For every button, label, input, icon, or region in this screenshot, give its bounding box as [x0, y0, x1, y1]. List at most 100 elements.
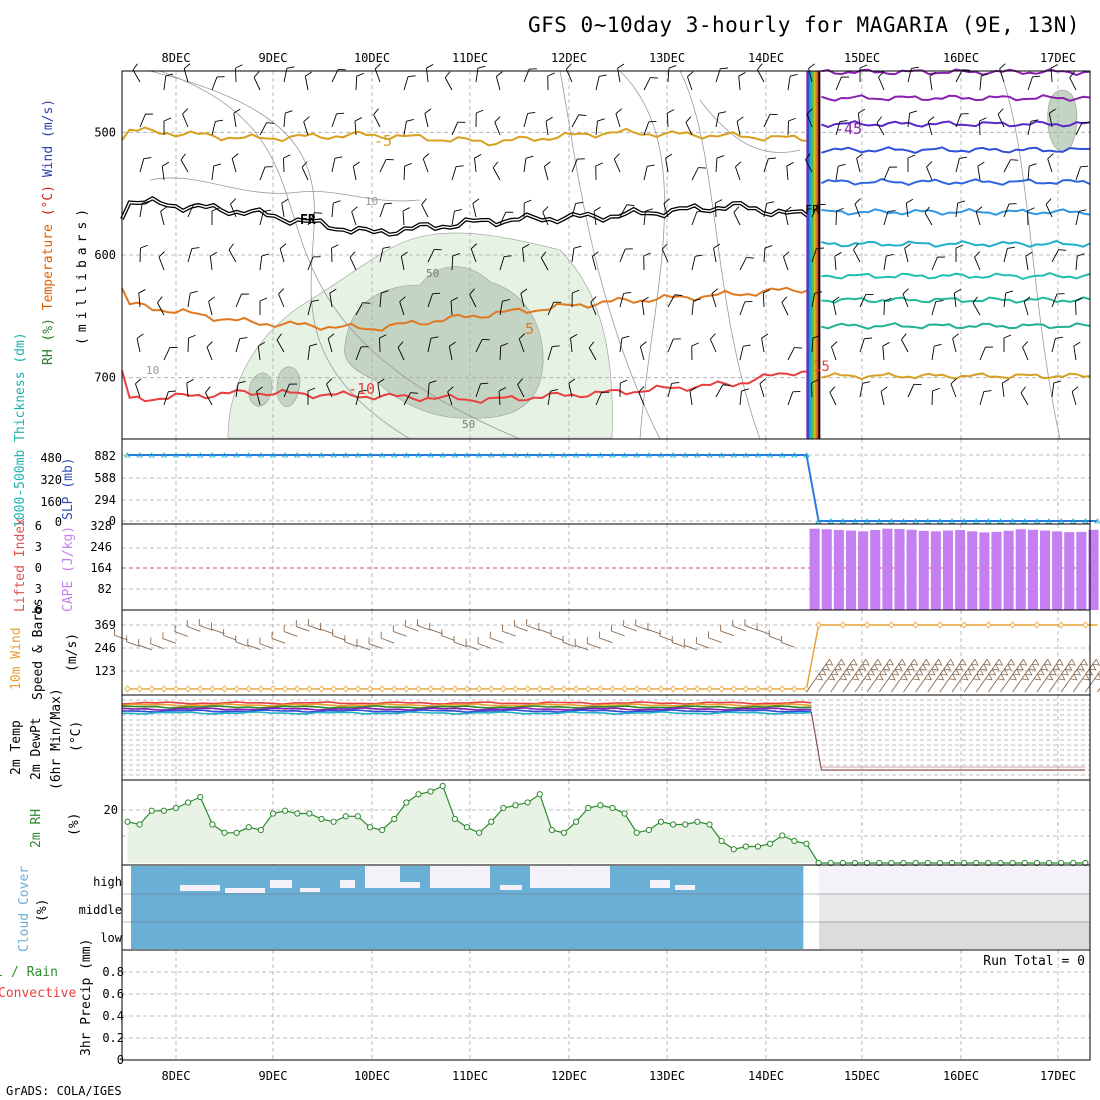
barb-pennant: [959, 659, 967, 666]
rh2m-point: [924, 859, 931, 867]
barb-flag: [882, 342, 890, 347]
barb-flag: [193, 203, 202, 205]
barb-shaft: [400, 256, 405, 271]
barb-shaft: [883, 256, 887, 271]
panel-rh2m: 20 2m RH (%): [29, 780, 1090, 867]
wind-barb: [259, 122, 275, 136]
wind-speed-marker: [488, 685, 495, 693]
barb-flag: [814, 291, 823, 294]
barb-pennant: [862, 659, 870, 666]
thickness-marker: [876, 518, 883, 524]
li-ytick: 6: [35, 519, 42, 533]
barb-flag: [538, 622, 540, 630]
barb-shaft: [421, 204, 429, 218]
barb-shaft: [174, 631, 189, 637]
barb-pennant: [850, 659, 858, 666]
wind-barb: [331, 68, 346, 83]
barb-shaft: [761, 338, 765, 353]
wind-barb: [303, 116, 310, 136]
barb-shaft: [182, 113, 189, 128]
wind-barb: [400, 251, 408, 271]
post-break-contour: [821, 120, 1091, 129]
barb-flag: [190, 290, 198, 294]
barb-flag: [351, 206, 358, 213]
barb-pennant: [864, 673, 872, 681]
barb-pennant: [940, 668, 948, 676]
barb-shaft: [498, 391, 501, 406]
barb-pennant: [827, 673, 836, 681]
barb-flag: [635, 619, 637, 626]
wind10m-barb: [611, 624, 625, 637]
barb-pennant: [983, 659, 991, 666]
thickness-marker: [512, 452, 519, 458]
barb-flag: [904, 243, 911, 249]
barb-flag: [223, 629, 225, 636]
barb-shaft: [1075, 166, 1081, 181]
temp2m-line: [121, 708, 812, 714]
contour-label-neg10: -10: [348, 380, 375, 398]
barb-flag: [271, 632, 273, 639]
bottom-date-axis: 8DEC 9DEC 10DEC 11DEC 12DEC 13DEC 14DEC 15DEC 16…: [162, 1069, 1077, 1083]
barb-pennant: [1025, 668, 1033, 676]
cloud-gap: [270, 880, 292, 888]
wind-barb: [619, 204, 635, 218]
barb-flag: [338, 68, 346, 71]
barb-shaft: [1003, 203, 1010, 218]
barb-shaft: [689, 391, 693, 406]
barb-shaft: [283, 113, 286, 128]
barb-flag: [832, 296, 840, 302]
post-break-contour: [821, 207, 1091, 216]
barb-shaft: [1048, 658, 1073, 693]
wind10m-barb: [671, 635, 686, 648]
barb-shaft: [1023, 301, 1029, 316]
barb-shaft: [158, 256, 165, 271]
wind-speed-marker: [609, 685, 616, 693]
wind-barb: [139, 157, 152, 173]
wind-speed-marker: [136, 685, 143, 693]
contour-label-50b: 50: [462, 418, 475, 431]
wind-barb: [711, 288, 719, 308]
barb-shaft: [667, 68, 670, 83]
barb-flag: [935, 300, 944, 302]
barb-shaft: [427, 249, 435, 263]
barb-shaft: [665, 158, 669, 173]
barb-shaft: [811, 204, 819, 218]
rh2m-point: [767, 840, 774, 847]
precip-ylabel-b: Convective: [0, 986, 76, 1001]
barb-flag: [1071, 386, 1079, 392]
barb-flag: [687, 71, 694, 78]
barb-flag: [862, 381, 871, 384]
barb-shaft: [732, 625, 747, 632]
barb-shaft: [570, 338, 573, 353]
barb-flag: [769, 113, 778, 116]
thickness-marker: [136, 452, 143, 458]
wind-barb: [739, 257, 754, 271]
wind-barb: [426, 63, 434, 83]
barb-shaft: [643, 77, 651, 91]
wind-barb: [907, 383, 922, 398]
temp2m-line: [121, 702, 812, 707]
barb-pennant: [980, 663, 988, 671]
wind-barb: [474, 153, 482, 173]
cape-ytick: 246: [90, 540, 112, 554]
barb-pennant: [898, 659, 907, 666]
wind-barb: [733, 206, 741, 226]
barb-flag: [216, 76, 225, 78]
thickness-marker: [1057, 518, 1065, 524]
barb-shaft: [403, 392, 411, 406]
barb-flag: [553, 301, 562, 303]
cloud-gap: [650, 880, 670, 888]
barb-shaft: [1012, 658, 1036, 693]
wind10m-ylabel-b: Speed & Barbs: [31, 598, 46, 700]
cape-bar: [1003, 530, 1014, 610]
barb-flag: [757, 63, 763, 70]
wind-barb: [738, 72, 746, 91]
barb-pennant: [1052, 663, 1061, 671]
barb-flag: [645, 208, 653, 212]
barb-flag: [574, 638, 576, 646]
cape-bar: [1039, 530, 1051, 610]
rh2m-point: [560, 829, 568, 836]
barb-shaft: [283, 68, 288, 83]
wind-barb: [687, 71, 694, 91]
wind-barb: [667, 294, 683, 308]
